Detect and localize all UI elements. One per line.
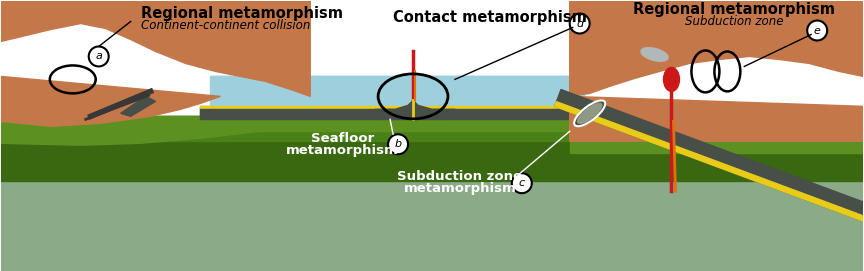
Polygon shape bbox=[1, 141, 863, 181]
Text: b: b bbox=[395, 139, 402, 149]
Polygon shape bbox=[555, 102, 864, 221]
Text: Contact metamorphism: Contact metamorphism bbox=[393, 10, 587, 25]
Text: metamorphism: metamorphism bbox=[286, 144, 398, 157]
Ellipse shape bbox=[664, 67, 679, 91]
Polygon shape bbox=[200, 106, 580, 116]
Polygon shape bbox=[200, 106, 569, 109]
Polygon shape bbox=[1, 76, 220, 126]
Circle shape bbox=[511, 173, 531, 193]
Polygon shape bbox=[569, 96, 863, 141]
Polygon shape bbox=[200, 109, 569, 119]
Text: c: c bbox=[518, 178, 524, 188]
Circle shape bbox=[569, 14, 589, 34]
Polygon shape bbox=[1, 181, 863, 271]
Polygon shape bbox=[569, 141, 863, 153]
Ellipse shape bbox=[577, 103, 602, 123]
Polygon shape bbox=[121, 96, 156, 116]
Polygon shape bbox=[1, 116, 863, 141]
Ellipse shape bbox=[641, 48, 668, 61]
Polygon shape bbox=[200, 119, 569, 131]
Text: metamorphism: metamorphism bbox=[403, 182, 517, 195]
Circle shape bbox=[89, 46, 109, 66]
Text: Subduction zone: Subduction zone bbox=[397, 170, 523, 183]
Text: Seafloor: Seafloor bbox=[310, 132, 374, 145]
Polygon shape bbox=[375, 100, 455, 119]
Circle shape bbox=[388, 134, 408, 154]
Text: Continent-continent collision: Continent-continent collision bbox=[141, 19, 310, 32]
Polygon shape bbox=[1, 116, 310, 145]
Text: Regional metamorphism: Regional metamorphism bbox=[633, 2, 835, 17]
Polygon shape bbox=[1, 1, 310, 96]
Polygon shape bbox=[211, 76, 585, 99]
Text: e: e bbox=[814, 25, 821, 36]
Text: Subduction zone: Subduction zone bbox=[685, 15, 784, 28]
Polygon shape bbox=[555, 89, 864, 221]
Text: a: a bbox=[95, 51, 102, 62]
Polygon shape bbox=[569, 1, 863, 96]
Text: d: d bbox=[576, 18, 583, 28]
Text: Regional metamorphism: Regional metamorphism bbox=[141, 6, 343, 21]
Ellipse shape bbox=[574, 101, 605, 126]
Circle shape bbox=[807, 21, 827, 40]
Polygon shape bbox=[211, 76, 569, 106]
